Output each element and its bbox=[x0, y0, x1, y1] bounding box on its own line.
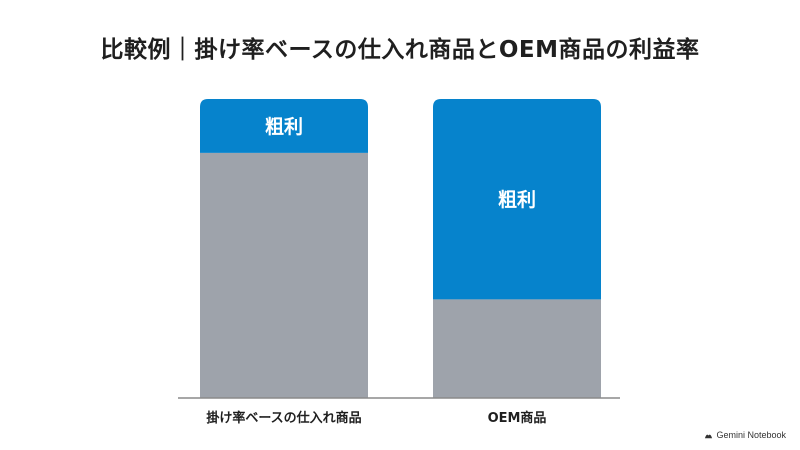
bar-segment-label: 粗利 bbox=[265, 115, 303, 138]
x-tick-labels: 掛け率ベースの仕入れ商品 OEM商品 bbox=[206, 410, 546, 426]
chart-title: 比較例｜掛け率ベースの仕入れ商品とOEM商品の利益率 bbox=[100, 37, 700, 63]
x-tick-label: OEM商品 bbox=[488, 410, 547, 426]
bar-segment bbox=[433, 299, 601, 398]
x-tick-label: 掛け率ベースの仕入れ商品 bbox=[206, 410, 361, 426]
bar-segment bbox=[433, 99, 601, 300]
bar-segment bbox=[200, 99, 368, 153]
watermark: Gemini Notebook bbox=[704, 430, 786, 440]
notebook-logo-icon bbox=[705, 434, 713, 438]
watermark-text: Gemini Notebook bbox=[716, 430, 786, 440]
bar-segment bbox=[200, 152, 368, 398]
bar-segment-label: 粗利 bbox=[498, 188, 536, 211]
